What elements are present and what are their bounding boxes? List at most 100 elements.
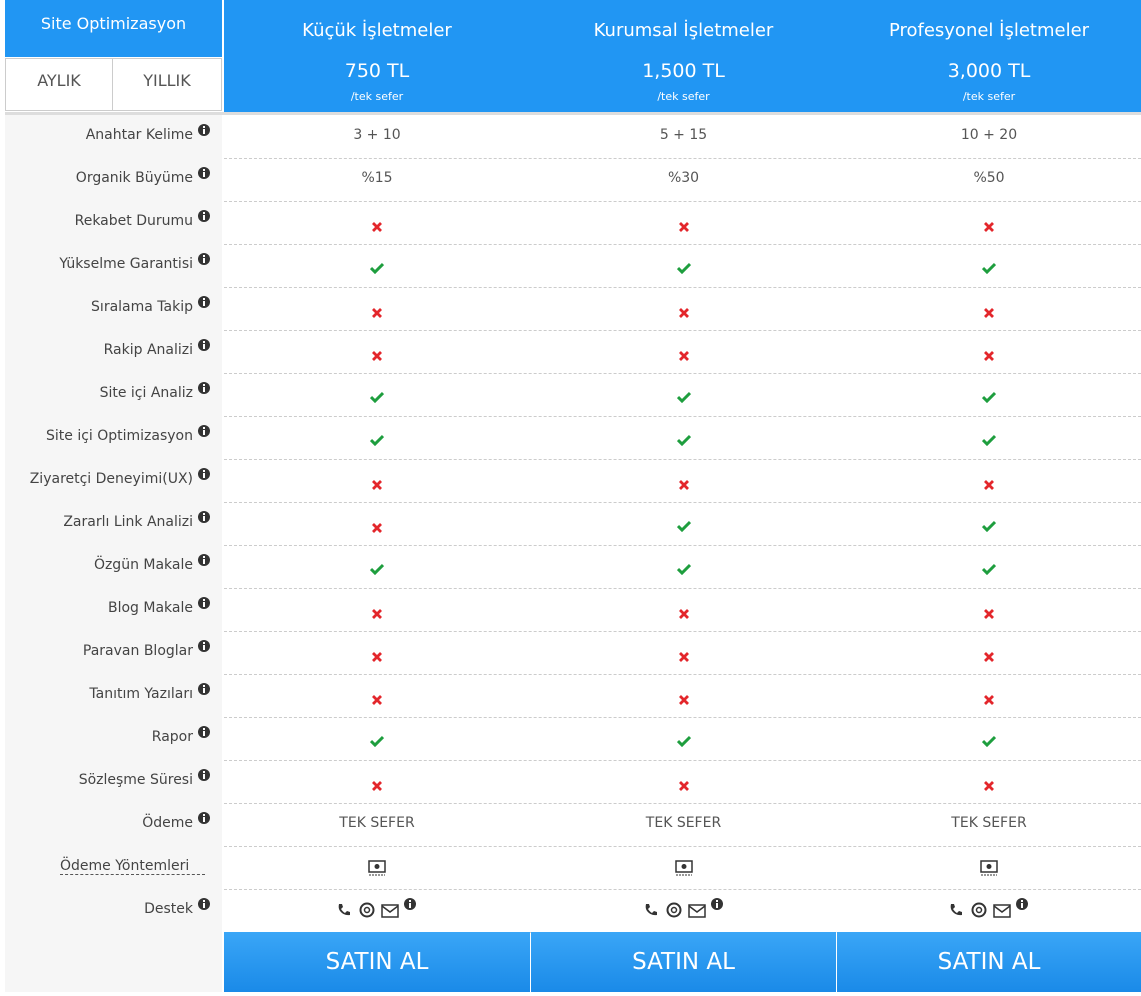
- check-mark-icon: [369, 563, 385, 576]
- header-rule: [5, 112, 1141, 115]
- feature-label: Rekabet Durumu: [74, 213, 193, 229]
- check-mark: [676, 732, 691, 748]
- buy-button[interactable]: SATIN AL: [837, 932, 1141, 992]
- row-separator: [224, 631, 1141, 632]
- info-icon-icon: [198, 167, 210, 179]
- cross-mark: [678, 303, 689, 318]
- check-mark-icon: [981, 563, 997, 576]
- payment-icon-icon: [980, 860, 998, 876]
- feature-label: Site içi Analiz: [99, 385, 193, 401]
- info-icon: [198, 895, 210, 910]
- check-mark-icon: [981, 391, 997, 404]
- lifebuoy-icon: [971, 902, 987, 918]
- check-mark-icon: [981, 434, 997, 447]
- feature-label: Site içi Optimizasyon: [45, 428, 193, 444]
- feature-value: %15: [361, 170, 393, 186]
- check-mark: [981, 431, 997, 447]
- cross-mark: [372, 518, 382, 533]
- cross-mark: [984, 475, 994, 490]
- cross-mark-icon: [678, 781, 689, 791]
- info-icon-icon: [198, 468, 210, 480]
- check-mark-icon: [676, 434, 691, 447]
- feature-label: Zararlı Link Analizi: [63, 514, 193, 530]
- plan-header: [224, 0, 1141, 112]
- cross-mark: [372, 647, 382, 662]
- row-separator: [224, 889, 1141, 890]
- info-icon: [198, 465, 210, 480]
- plan-note: /tek sefer: [657, 90, 710, 103]
- tab-monthly[interactable]: AYLIK: [5, 58, 113, 111]
- cross-mark-icon: [372, 351, 382, 361]
- row-separator: [224, 416, 1141, 417]
- cross-mark-icon: [678, 652, 689, 662]
- check-mark-icon: [676, 563, 691, 576]
- check-mark-icon: [676, 735, 691, 748]
- lifebuoy-icon-icon: [971, 902, 987, 918]
- cross-mark-icon: [984, 480, 994, 490]
- cross-mark-icon: [984, 308, 994, 318]
- info-icon: [198, 422, 210, 437]
- cross-mark: [678, 776, 689, 791]
- info-icon: [198, 121, 210, 136]
- plan-name: Kurumsal İşletmeler: [593, 20, 774, 41]
- feature-label: Yükselme Garantisi: [59, 256, 193, 272]
- row-separator: [224, 158, 1141, 159]
- feature-label: Anahtar Kelime: [85, 127, 193, 143]
- payment-icon: [674, 860, 693, 876]
- check-mark: [981, 517, 997, 533]
- info-icon-icon: [198, 683, 210, 695]
- tab-yearly[interactable]: YILLIK: [113, 58, 222, 111]
- check-mark: [981, 259, 997, 275]
- check-mark-icon: [981, 262, 997, 275]
- check-mark-icon: [676, 262, 691, 275]
- info-icon: [198, 809, 210, 824]
- info-icon: [198, 207, 210, 222]
- cross-mark-icon: [984, 652, 994, 662]
- row-separator: [224, 459, 1141, 460]
- row-separator: [224, 502, 1141, 503]
- info-icon-icon: [198, 640, 210, 652]
- info-icon-icon: [198, 253, 210, 265]
- mail-icon: [993, 903, 1011, 918]
- cross-mark-icon: [372, 609, 382, 619]
- cross-mark: [372, 475, 382, 490]
- row-separator: [224, 244, 1141, 245]
- mail-icon: [381, 903, 399, 918]
- cross-mark: [984, 303, 994, 318]
- payment-icon-icon: [368, 860, 386, 876]
- cross-mark-icon: [372, 695, 382, 705]
- row-separator: [224, 545, 1141, 546]
- info-icon: [198, 336, 210, 351]
- cross-mark: [678, 346, 689, 361]
- row-separator: [224, 201, 1141, 202]
- plan-price: 1,500 TL: [642, 60, 725, 82]
- check-mark: [369, 732, 385, 748]
- phone-icon: [644, 902, 658, 916]
- plan-price: 750 TL: [344, 60, 410, 82]
- check-mark-icon: [369, 262, 385, 275]
- cross-mark: [984, 647, 994, 662]
- feature-value: 10 + 20: [960, 127, 1018, 143]
- cross-mark-icon: [678, 695, 689, 705]
- payment-icon: [980, 860, 998, 876]
- info-icon: [404, 895, 416, 910]
- feature-label: Paravan Bloglar: [82, 643, 193, 659]
- feature-value: TEK SEFER: [951, 815, 1027, 831]
- check-mark: [676, 431, 691, 447]
- info-icon-icon: [198, 382, 210, 394]
- cross-mark: [984, 690, 994, 705]
- info-icon-icon: [198, 898, 210, 910]
- buy-button[interactable]: SATIN AL: [224, 932, 530, 992]
- cross-mark-icon: [372, 781, 382, 791]
- cross-mark-icon: [678, 308, 689, 318]
- cross-mark: [984, 217, 994, 232]
- check-mark: [981, 388, 997, 404]
- payment-icon-icon: [674, 860, 693, 876]
- row-separator: [224, 846, 1141, 847]
- row-separator: [224, 373, 1141, 374]
- lifebuoy-icon: [666, 902, 682, 918]
- row-separator: [224, 803, 1141, 804]
- cross-mark-icon: [984, 781, 994, 791]
- cross-mark-icon: [678, 480, 689, 490]
- buy-button[interactable]: SATIN AL: [531, 932, 836, 992]
